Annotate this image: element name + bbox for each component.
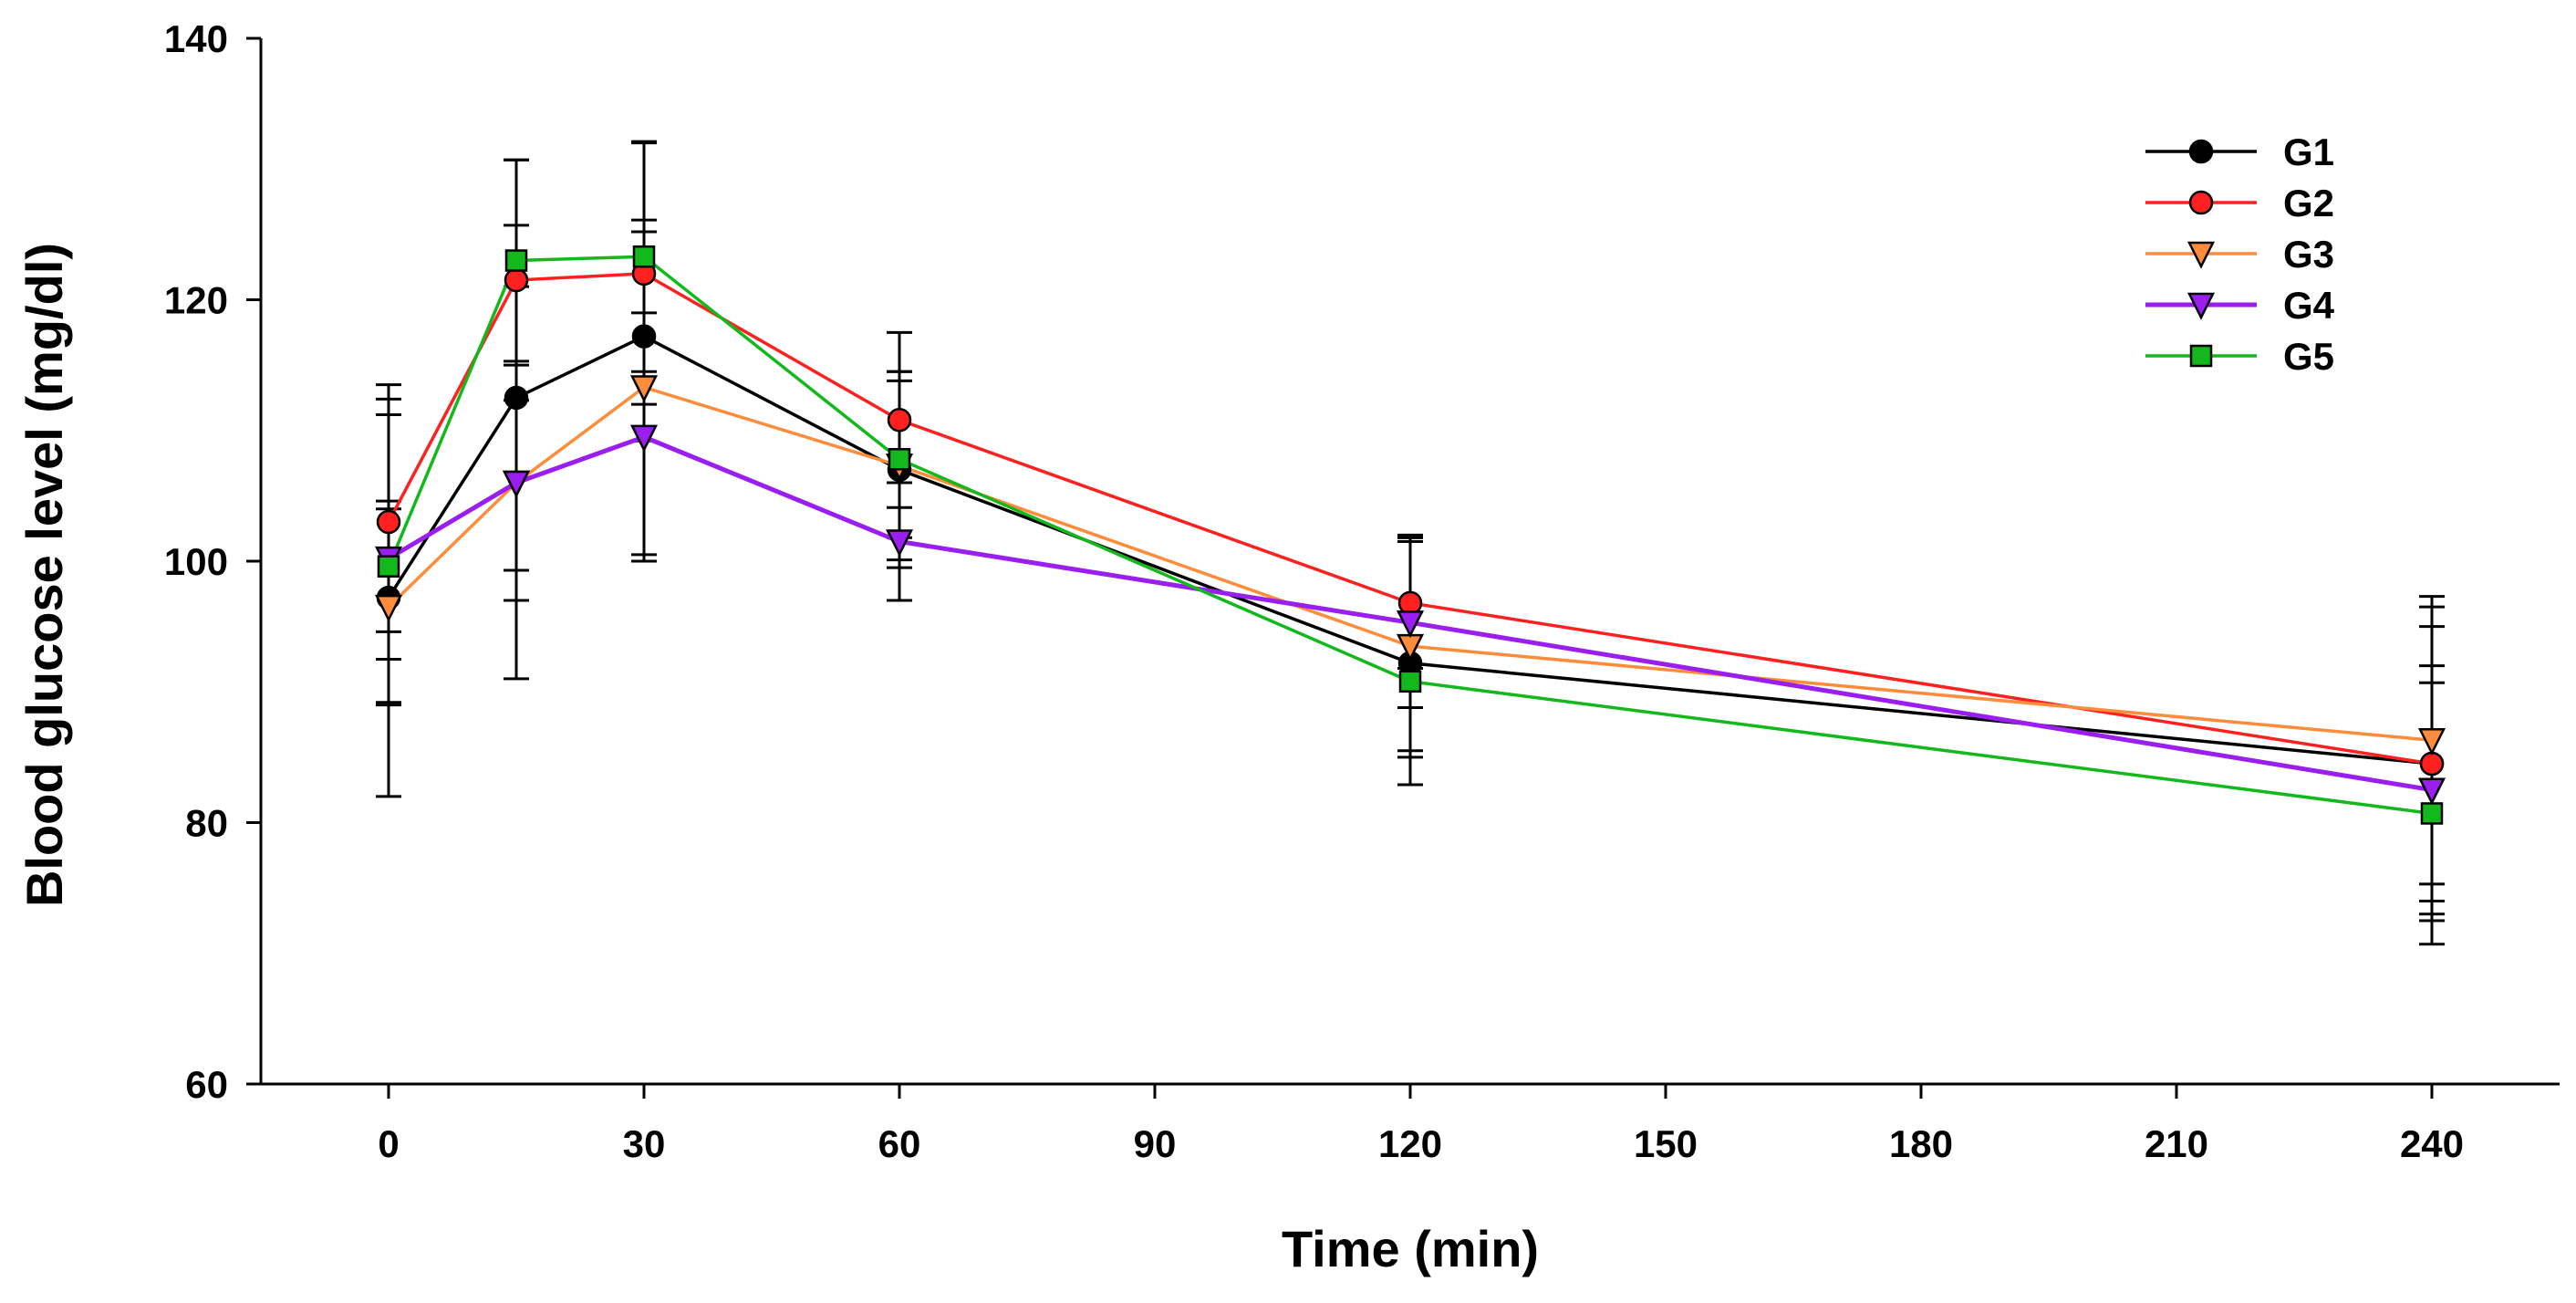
data-point-g3 [374,594,403,622]
data-point-g2 [504,267,529,293]
legend-label-g4: G4 [2283,284,2335,327]
data-point-g2 [887,408,912,433]
data-point-g5 [1398,670,1422,693]
x-tick-label: 30 [623,1122,666,1165]
x-tick-label: 120 [1378,1122,1442,1165]
x-tick-label: 60 [878,1122,921,1165]
data-point-g3 [629,375,659,403]
x-tick-label: 180 [1889,1122,1953,1165]
y-tick-label: 100 [164,540,228,583]
x-tick-label: 210 [2145,1122,2208,1165]
legend-label-g2: G2 [2283,182,2334,224]
legend-label-g3: G3 [2283,233,2334,276]
legend-marker-g5 [2189,344,2213,368]
data-point-g5 [888,448,911,471]
y-tick-label: 140 [164,17,228,60]
data-point-g2 [376,509,401,535]
legend-marker-g2 [2188,190,2214,215]
data-point-g5 [377,555,400,578]
legend-marker-g4 [2186,292,2216,320]
legend: G1 G2 G3 G4 G5 [2145,130,2335,378]
y-tick-label: 120 [164,279,228,322]
data-point-g2 [2419,751,2445,777]
legend-marker-g1 [2188,139,2214,164]
x-tick-label: 240 [2400,1122,2464,1165]
data-point-g5 [632,245,656,268]
data-point-g4 [629,424,659,453]
data-point-g4 [1396,610,1425,639]
series-line-g1 [387,334,2433,766]
series-line-g3 [387,385,2433,742]
y-tick-label: 80 [185,802,228,845]
x-tick-label: 90 [1134,1122,1177,1165]
data-point-g4 [502,470,531,498]
y-tick-label: 60 [185,1063,228,1106]
data-point-g4 [885,529,914,558]
series-line-g2 [387,272,2433,766]
series-line-g5 [387,255,2433,816]
series-line-g4 [387,434,2433,793]
legend-label-g5: G5 [2283,335,2334,378]
x-axis-title: Time (min) [1282,1220,1539,1277]
x-tick-label: 0 [378,1122,399,1165]
data-point-g4 [2417,777,2446,806]
data-point-g3 [2417,728,2446,756]
legend-marker-g3 [2186,241,2216,269]
y-axis-title: Blood glucose level (mg/dl) [16,243,73,907]
data-point-g5 [2420,802,2444,825]
legend-label-g1: G1 [2283,130,2334,173]
series-markers [374,245,2446,825]
axes: 60 80 100 120 140 0 30 60 90 120 150 180 210 240 [164,17,2560,1165]
data-point-g1 [631,324,657,349]
data-point-g1 [504,385,529,411]
error-bars [376,140,2445,946]
x-tick-label: 150 [1634,1122,1698,1165]
series-lines [387,255,2433,816]
data-point-g5 [504,249,528,272]
